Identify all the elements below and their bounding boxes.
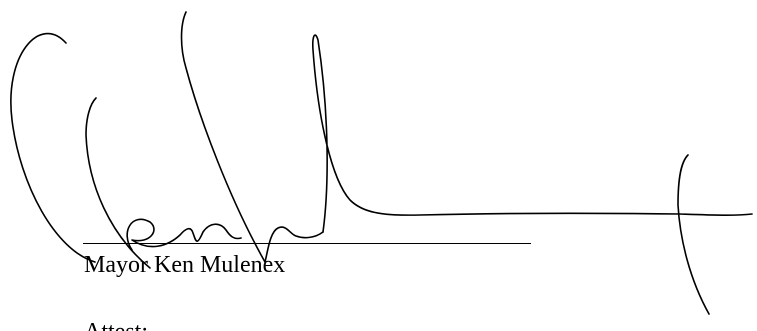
signature-line	[83, 243, 531, 244]
signer-name: Mayor Ken Mulenex	[84, 252, 286, 278]
attest-label: Attest:	[84, 318, 148, 331]
